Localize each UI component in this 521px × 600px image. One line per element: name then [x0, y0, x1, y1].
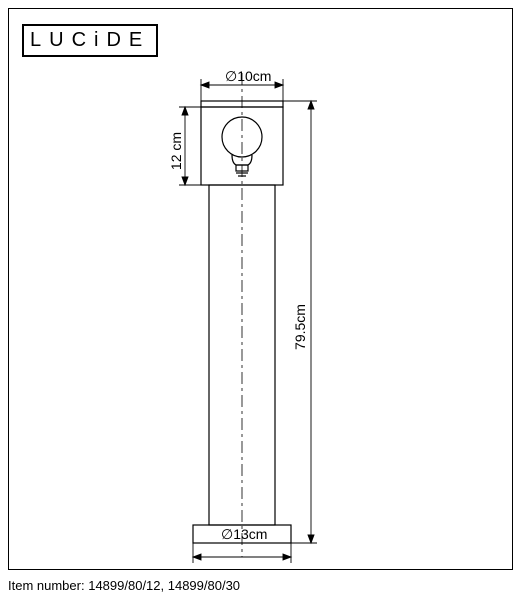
technical-diagram: ∅10cm 12 cm 79.5cm ∅13cm — [149, 69, 409, 569]
brand-logo: LUCiDE — [22, 24, 158, 57]
head-height-label: 12 cm — [168, 132, 184, 170]
item-number-footer: Item number: 14899/80/12, 14899/80/30 — [8, 578, 240, 593]
item-number-label: Item number: — [8, 578, 85, 593]
item-number-values: 14899/80/12, 14899/80/30 — [88, 578, 240, 593]
logo-text: LUCiDE — [30, 29, 150, 51]
drawing-frame: LUCiDE — [8, 8, 513, 570]
top-diameter-label: ∅10cm — [225, 69, 271, 84]
base-diameter-label: ∅13cm — [221, 526, 267, 542]
total-height-label: 79.5cm — [292, 304, 308, 350]
